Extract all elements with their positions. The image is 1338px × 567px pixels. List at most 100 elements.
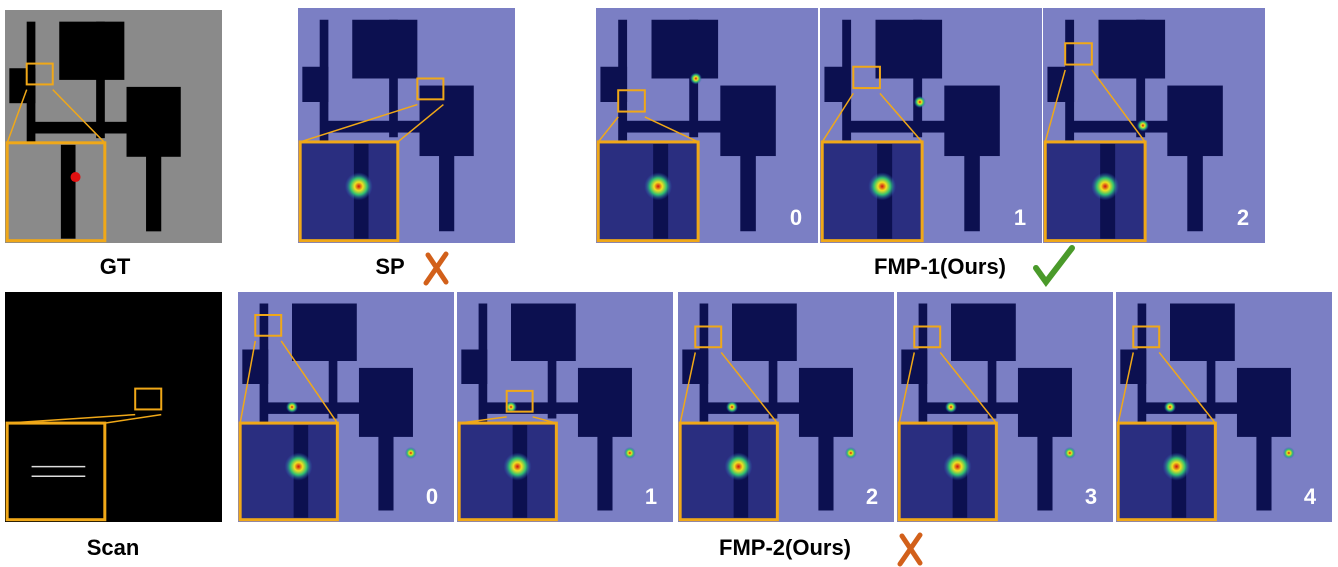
inset-highlight — [71, 172, 81, 182]
map-structure — [944, 86, 1000, 157]
map-structure — [59, 22, 124, 80]
map-structure — [732, 304, 797, 362]
inset-highlight — [724, 453, 752, 481]
map-structure — [740, 149, 756, 231]
panel-index: 0 — [790, 205, 802, 230]
map-structure — [96, 304, 105, 419]
map-structure — [1170, 304, 1235, 362]
map-structure — [389, 20, 398, 138]
inset-highlight — [1091, 172, 1119, 200]
panel-index: 3 — [1085, 484, 1097, 509]
map-structure — [1167, 86, 1223, 157]
panel-index: 2 — [866, 484, 878, 509]
cross-icon — [426, 254, 446, 283]
check-icon — [1036, 248, 1072, 282]
map-structure — [242, 350, 268, 385]
heat-spot — [405, 447, 417, 459]
fmp2-caption: FMP-2(Ours) — [719, 535, 851, 560]
inset-highlight — [943, 453, 971, 481]
map-structure — [9, 350, 35, 385]
heat-spot — [726, 401, 738, 413]
map-structure — [359, 368, 413, 437]
map-structure — [1142, 402, 1246, 414]
map-structure — [988, 304, 997, 419]
map-structure — [1070, 121, 1177, 133]
inset-highlight — [1162, 453, 1190, 481]
map-structure — [964, 149, 980, 231]
map-structure — [264, 402, 368, 414]
map-structure — [578, 368, 632, 437]
panel-index: 4 — [1304, 484, 1317, 509]
inset-highlight — [868, 172, 896, 200]
map-structure — [292, 304, 357, 362]
panel-index: 1 — [645, 484, 657, 509]
gt-caption: GT — [100, 254, 131, 279]
heat-spot — [1164, 401, 1176, 413]
heat-spot — [1064, 447, 1076, 459]
map-structure — [352, 20, 417, 79]
map-structure — [9, 68, 35, 103]
map-structure — [1237, 368, 1291, 437]
map-structure — [1187, 149, 1203, 231]
map-structure — [824, 67, 851, 102]
map-structure — [913, 20, 922, 138]
map-structure — [600, 67, 627, 102]
map-structure — [1256, 430, 1271, 511]
cross-icon — [900, 535, 920, 564]
inset-highlight — [503, 453, 531, 481]
inset-structure — [61, 425, 76, 518]
heat-spot — [1283, 447, 1295, 459]
map-structure — [597, 430, 612, 511]
map-structure — [799, 368, 853, 437]
map-structure — [652, 20, 719, 79]
map-structure — [548, 304, 557, 419]
inset-highlight — [284, 453, 312, 481]
map-structure — [876, 20, 943, 79]
map-structure — [378, 430, 393, 511]
map-structure — [483, 402, 587, 414]
map-structure — [146, 150, 161, 232]
map-structure — [720, 86, 776, 157]
map-structure — [31, 122, 135, 134]
map-structure — [704, 402, 808, 414]
panels: 0 1 2 0 1 2 3 4 — [5, 8, 1332, 522]
map-structure — [302, 67, 328, 102]
map-structure — [59, 304, 124, 362]
sp-caption: SP — [375, 254, 404, 279]
panel-index: 1 — [1014, 205, 1026, 230]
panel-index: 0 — [426, 484, 438, 509]
heat-spot — [914, 96, 926, 108]
heat-spot — [1137, 120, 1149, 132]
map-structure — [96, 22, 105, 138]
zoom-inset — [7, 143, 105, 241]
inset-highlight — [644, 172, 672, 200]
map-structure — [146, 430, 161, 511]
map-structure — [439, 149, 454, 231]
map-structure — [127, 87, 181, 157]
heat-spot — [286, 401, 298, 413]
map-structure — [1099, 20, 1166, 79]
map-structure — [1018, 368, 1072, 437]
map-structure — [847, 121, 954, 133]
heat-spot — [624, 447, 636, 459]
inset-structure — [61, 145, 76, 239]
scan-caption: Scan — [87, 535, 140, 560]
map-structure — [769, 304, 778, 419]
figure: 0 1 2 0 1 2 3 4 GT SP FMP-1(Ours) Scan FMP-2(Ou… — [0, 0, 1338, 567]
map-structure — [1037, 430, 1052, 511]
map-structure — [951, 304, 1016, 362]
map-structure — [31, 402, 135, 414]
map-structure — [923, 402, 1027, 414]
zoom-inset — [7, 423, 105, 520]
heat-spot — [845, 447, 857, 459]
map-structure — [1207, 304, 1216, 419]
map-structure — [461, 350, 487, 385]
map-structure — [329, 304, 338, 419]
map-structure — [420, 86, 474, 157]
map-structure — [511, 304, 576, 362]
heat-spot — [945, 401, 957, 413]
panel-index: 2 — [1237, 205, 1249, 230]
heat-spot — [690, 73, 702, 85]
inset-highlight — [345, 172, 373, 200]
fmp1-caption: FMP-1(Ours) — [874, 254, 1006, 279]
